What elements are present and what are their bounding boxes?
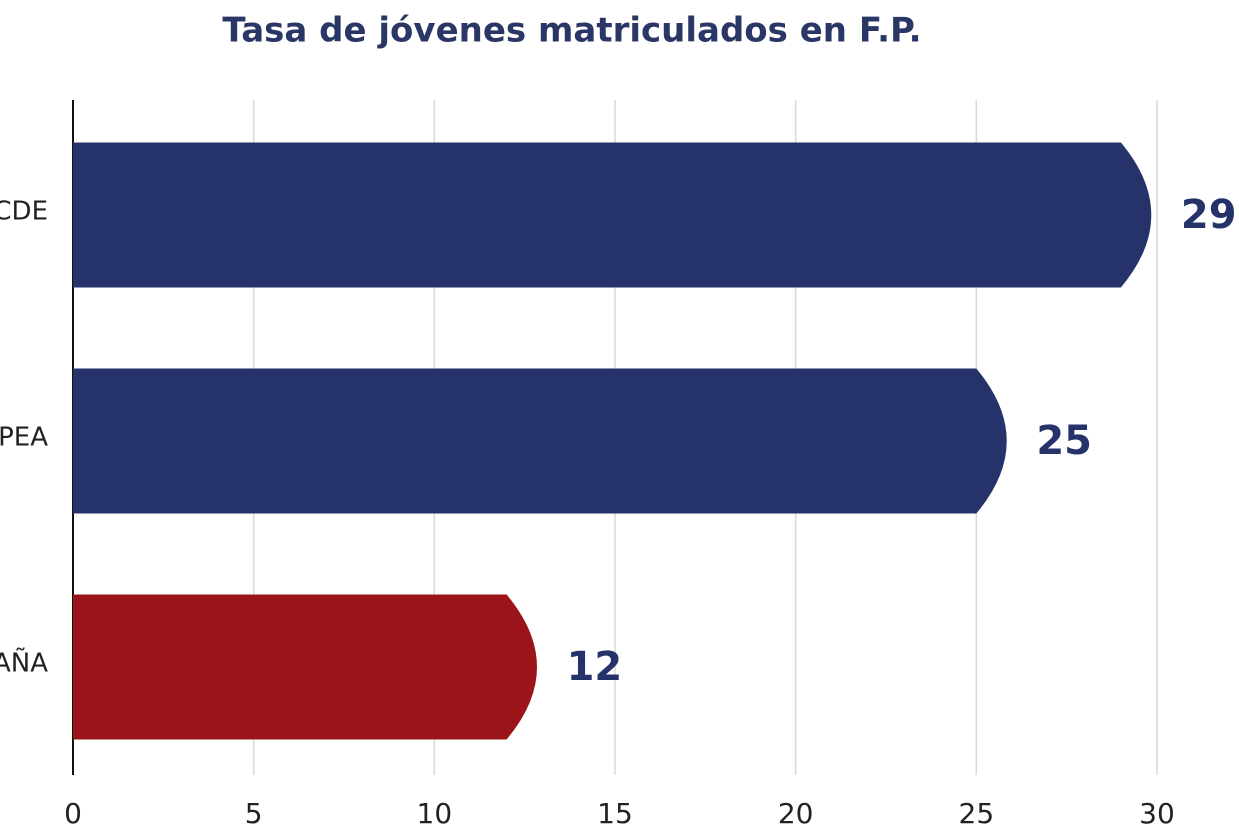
value-label: 12 bbox=[567, 644, 623, 690]
y-tick-label: CDE bbox=[0, 197, 48, 227]
x-tick-label: 15 bbox=[597, 797, 633, 830]
x-tick-label: 25 bbox=[959, 797, 995, 830]
y-tick-label: PEA bbox=[0, 423, 48, 453]
x-tick-label: 10 bbox=[417, 797, 453, 830]
bar bbox=[73, 594, 537, 740]
bar bbox=[73, 142, 1152, 288]
value-label: 29 bbox=[1181, 192, 1237, 238]
chart-title: Tasa de jóvenes matriculados en F.P. bbox=[222, 11, 921, 51]
y-tick-label: AÑA bbox=[0, 647, 48, 679]
x-tick-label: 5 bbox=[245, 797, 263, 830]
x-tick-label: 20 bbox=[778, 797, 814, 830]
value-label: 25 bbox=[1036, 418, 1092, 464]
bar bbox=[73, 368, 1007, 514]
x-tick-label: 0 bbox=[64, 797, 82, 830]
x-tick-label: 30 bbox=[1139, 797, 1175, 830]
